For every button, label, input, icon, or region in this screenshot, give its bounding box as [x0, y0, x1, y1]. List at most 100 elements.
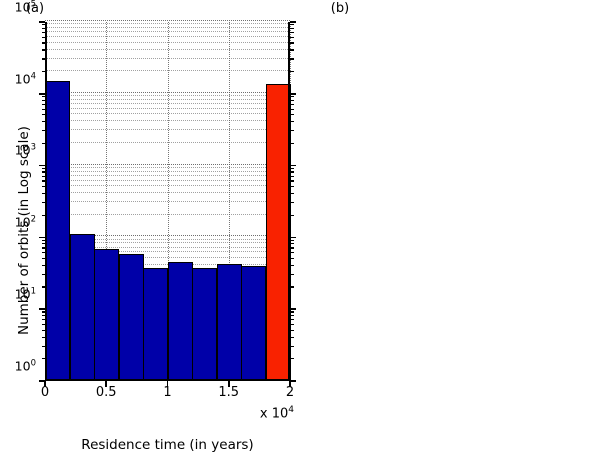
y-axis-minor-tick-right [290, 130, 294, 132]
y-axis-minor-tick [41, 31, 45, 34]
gridline-vertical [106, 22, 108, 381]
y-axis-minor-tick-right [290, 142, 294, 144]
bar [143, 267, 169, 381]
x-axis-tick [44, 381, 46, 387]
y-axis-tick-label: 103 [14, 142, 36, 159]
y-axis-minor-tick [41, 329, 45, 331]
y-axis-minor-tick-right [290, 201, 294, 204]
y-axis-minor-tick [41, 214, 45, 216]
y-axis-right-line-a [288, 22, 290, 381]
y-axis-tick [39, 380, 45, 382]
x-axis-tick [105, 381, 108, 387]
y-axis-title-a: Number of orbits (in Log scale) [16, 126, 32, 335]
gridline-horizontal [45, 20, 290, 22]
y-axis-minor-tick-right [290, 286, 294, 288]
y-axis-minor-tick [41, 239, 45, 241]
y-axis-minor-tick-right [290, 247, 294, 249]
y-axis-minor-tick-right [290, 27, 294, 29]
gridline-vertical [167, 22, 170, 381]
y-axis-minor-tick [41, 264, 45, 266]
x-axis-tick-label: 0.5 [95, 385, 117, 400]
bar [167, 262, 193, 381]
y-axis-minor-tick [41, 142, 45, 144]
y-axis-minor-tick-right [290, 108, 294, 110]
gridline-vertical [228, 22, 231, 381]
y-axis-minor-tick [41, 314, 45, 317]
y-axis-minor-tick [41, 95, 45, 98]
y-axis-minor-tick [41, 103, 45, 105]
x-axis-tick-label: 2 [285, 385, 295, 400]
bar [69, 234, 95, 381]
y-axis-minor-tick [41, 58, 45, 60]
x-axis-title-a: Residence time (in years) [81, 437, 254, 453]
y-axis-minor-tick [41, 345, 45, 347]
y-axis-minor-tick-right [290, 257, 294, 260]
y-axis-minor-tick-right [290, 336, 294, 338]
y-axis-minor-tick-right [290, 95, 294, 98]
x-axis-tick-label: 1.5 [218, 385, 240, 400]
y-axis-tick-label: 101 [14, 286, 36, 302]
y-axis-minor-tick-right [290, 264, 294, 266]
y-axis-minor-tick-right [290, 193, 294, 195]
y-axis-tick-label: 100 [14, 358, 36, 374]
x-axis-tick [289, 381, 291, 387]
y-axis-minor-tick-right [290, 311, 294, 313]
y-axis-minor-tick-right [290, 103, 294, 105]
y-axis-tick-label: 102 [14, 214, 36, 230]
bar [45, 81, 71, 381]
y-axis-tick [39, 164, 45, 167]
y-axis-minor-tick [41, 36, 45, 38]
y-axis-minor-tick-right [290, 186, 294, 188]
bar [94, 248, 120, 381]
y-axis-minor-tick [41, 121, 45, 123]
y-axis-minor-tick [41, 99, 45, 101]
y-axis-minor-tick-right [290, 329, 294, 331]
y-axis-tick-right [290, 380, 296, 382]
y-axis-minor-tick-right [290, 252, 294, 254]
y-axis-minor-tick [41, 319, 45, 321]
y-axis-minor-tick-right [290, 243, 294, 245]
y-axis-minor-tick [41, 71, 45, 73]
y-axis-minor-tick [41, 108, 45, 110]
y-axis-minor-tick [41, 180, 45, 182]
y-axis-minor-tick-right [290, 239, 294, 241]
y-axis-tick [39, 93, 45, 95]
bar [241, 265, 267, 381]
y-axis-minor-tick [41, 175, 45, 177]
y-axis-minor-tick [41, 201, 45, 204]
y-axis-minor-tick-right [290, 71, 294, 73]
y-axis-minor-tick-right [290, 121, 294, 123]
x-axis-multiplier-a: x 104 [259, 405, 294, 422]
y-axis-tick-right [290, 308, 296, 310]
y-axis-tick-right [290, 164, 296, 167]
y-axis-minor-tick-right [290, 314, 294, 317]
y-axis-tick [39, 308, 45, 310]
y-axis-tick-label: 105 [14, 0, 36, 15]
y-axis-minor-tick-right [290, 99, 294, 101]
y-axis-minor-tick-right [290, 42, 294, 44]
y-axis-minor-tick-right [290, 273, 294, 275]
x-axis-tick-label: 0 [40, 385, 50, 400]
y-axis-minor-tick [41, 130, 45, 132]
y-axis-minor-tick-right [290, 24, 294, 26]
panel-b-title: (b) [330, 1, 350, 16]
y-axis-minor-tick [41, 252, 45, 254]
y-axis-minor-tick [41, 358, 45, 360]
y-axis-minor-tick [41, 257, 45, 260]
y-axis-minor-tick-right [290, 49, 294, 51]
y-axis-tick [39, 21, 45, 23]
bar [265, 84, 291, 381]
y-axis-minor-tick [41, 171, 45, 173]
y-axis-minor-tick [41, 247, 45, 249]
y-axis-minor-tick-right [290, 323, 294, 326]
y-axis-minor-tick-right [290, 167, 294, 169]
y-axis-tick-label: 104 [14, 71, 36, 87]
y-axis-minor-tick-right [290, 345, 294, 347]
y-axis-minor-tick-right [290, 171, 294, 173]
panel-a: (a) 100 101 102 103 104 105 0 0.5 1 1.5 2 x 104 Re… [14, 0, 296, 453]
bar [216, 264, 242, 381]
y-axis-minor-tick-right [290, 358, 294, 360]
y-axis-minor-tick [41, 323, 45, 326]
y-axis-tick-right [290, 236, 296, 239]
